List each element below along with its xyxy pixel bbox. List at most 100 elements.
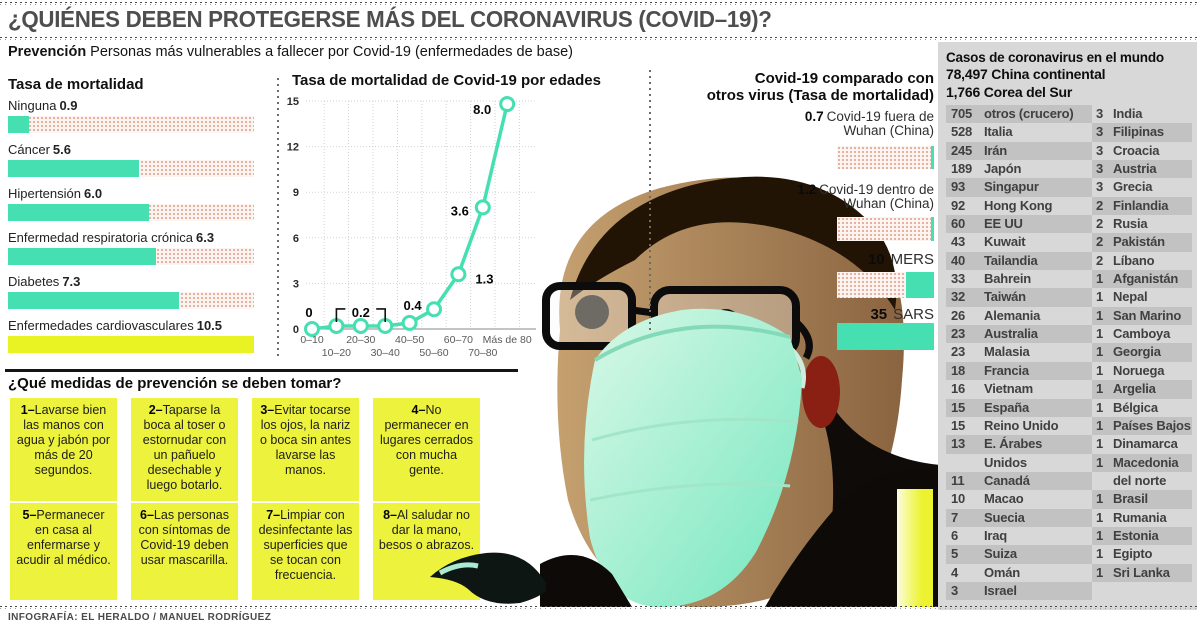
svg-text:9: 9 [293, 187, 299, 199]
case-count: 33 [951, 271, 966, 287]
country-row: 3 India [1092, 105, 1192, 123]
case-count: 528 [951, 124, 973, 140]
mortality-row: Hipertensión 6.0 [8, 187, 254, 221]
svg-text:40–50: 40–50 [395, 334, 424, 346]
footer-dotted-rule [0, 606, 1200, 609]
virus-bar-fill [906, 272, 934, 298]
country-row: 1 Argelia [1092, 380, 1192, 399]
country-row: 1 Egipto [1092, 545, 1192, 563]
case-count: 4 [951, 564, 959, 580]
country-name: Austria [1113, 161, 1157, 177]
case-count: 1 [1096, 326, 1104, 342]
country-name: Filipinas [1113, 124, 1164, 140]
mortality-bar-track [8, 116, 254, 133]
prevention-text: No permanecer en lugares cerrados con mu… [379, 403, 474, 477]
country-row: 1 Bélgica [1092, 399, 1192, 417]
country-name: Taiwán [984, 289, 1026, 305]
prevention-number: 3– [260, 403, 275, 417]
subtitle: Prevención Personas más vulnerables a fal… [8, 44, 573, 60]
prevention-number: 4– [411, 403, 426, 417]
prevention-box: 6–Las personas con síntomas de Covid-19 … [131, 503, 238, 600]
mortality-row: Enfermedades cardiovasculares 10.5 [8, 319, 254, 353]
country-row: 16 Vietnam [946, 380, 1092, 398]
country-name: Líbano [1113, 252, 1155, 268]
country-name: Croacia [1113, 142, 1160, 158]
country-name: Vietnam [984, 381, 1033, 397]
hand-photo [430, 552, 546, 604]
world-cases-china: 78,497 China continental [946, 66, 1106, 82]
virus-bar-fill [930, 217, 934, 241]
country-name: España [984, 399, 1030, 415]
country-row: 93 Singapur [946, 178, 1092, 197]
country-row: 2 Líbano [1092, 252, 1192, 270]
virus-name: SARS [893, 306, 934, 323]
country-row: 1 San Marino [1092, 306, 1192, 326]
case-count: 11 [951, 472, 965, 488]
country-name: Suecia [984, 509, 1025, 525]
svg-text:60–70: 60–70 [444, 334, 473, 346]
case-count: 6 [951, 527, 959, 543]
virus-value: 10 [867, 251, 885, 268]
country-row: 1 Rumania [1092, 509, 1192, 527]
country-row: 40 Tailandia [946, 251, 1092, 271]
country-row: 3 Filipinas [1092, 123, 1192, 142]
country-row: 23 Malasia [946, 343, 1092, 361]
svg-text:20–30: 20–30 [346, 334, 375, 346]
case-count [946, 454, 984, 472]
country-row: 15 Reino Unido [946, 417, 1092, 435]
country-name: Alemania [984, 307, 1041, 323]
country-row: 10 Macao [946, 490, 1092, 508]
country-row: 1 Macedonia [1092, 453, 1192, 472]
country-name: Rusia [1113, 216, 1148, 232]
country-name: Georgia [1113, 344, 1161, 360]
mortality-row: Ninguna 0.9 [8, 99, 254, 133]
case-count: 1 [1096, 564, 1104, 580]
country-name: Reino Unido [984, 417, 1059, 433]
country-name: Camboya [1113, 326, 1171, 342]
prevention-rule [5, 369, 518, 372]
mortality-bar-fill [8, 292, 180, 309]
case-count: 2 [1096, 216, 1104, 232]
world-cases-panel: Casos de coronavirus en el mundo 78,497 … [938, 42, 1197, 610]
case-count: 1 [1096, 527, 1104, 543]
prevention-box: 4–No permanecer en lugares cerrados con … [373, 398, 480, 501]
prevention-text: Evitar tocarse los ojos, la nariz o boca… [259, 403, 352, 477]
page-title: ¿QUIÉNES DEBEN PROTEGERSE MÁS DEL CORONA… [8, 6, 772, 32]
country-name: Suiza [984, 546, 1017, 562]
country-name: Argelia [1113, 381, 1156, 397]
subtitle-lead: Prevención [8, 44, 87, 60]
case-count: 23 [951, 326, 966, 342]
case-count: 2 [1096, 234, 1104, 250]
country-row: 1 Georgia [1092, 343, 1192, 362]
case-count: 1 [1096, 344, 1104, 360]
country-name: Singapur [984, 179, 1039, 195]
case-count: 10 [951, 491, 966, 507]
mortality-category: Cáncer [8, 142, 50, 157]
svg-text:6: 6 [293, 233, 299, 245]
prevention-box: 5–Permanecer en casa al enfermarse y acu… [10, 503, 117, 600]
country-name: Canadá [984, 472, 1030, 488]
case-count: 1 [1096, 417, 1104, 433]
title-dotted-rule [0, 37, 1200, 40]
comparison-title: Covid-19 comparado con otros virus (Tasa… [706, 70, 934, 104]
mortality-chart-title: Tasa de mortalidad [8, 76, 144, 93]
svg-text:30–40: 30–40 [371, 347, 400, 359]
age-mortality-chart: Tasa de mortalidad de Covid-19 por edade… [272, 72, 601, 361]
country-name: Macao [984, 491, 1024, 507]
mortality-chart: Tasa de mortalidad Ninguna 0.9 Cáncer 5.6 … [8, 76, 254, 363]
svg-text:10–20: 10–20 [322, 347, 351, 359]
mortality-bar-track [8, 336, 254, 353]
cases-column-left: 705 otros (crucero) 528 Italia 245 Irán 189… [946, 105, 1092, 601]
credit-line: INFOGRAFÍA: EL HERALDO / MANUEL RODRÍGUE… [8, 612, 272, 623]
country-name: Omán [984, 564, 1021, 580]
svg-text:15: 15 [287, 96, 299, 108]
country-name: Francia [984, 362, 1029, 378]
case-count: 3 [1096, 106, 1104, 121]
world-cases-title: Casos de coronavirus en el mundo [946, 50, 1164, 65]
country-name: Unidos [984, 454, 1027, 470]
country-row: 4 Omán [946, 564, 1092, 582]
prevention-box: 7–Limpiar con desinfectante las superfic… [252, 503, 359, 600]
virus-bar-fill [837, 323, 934, 350]
country-name: EE UU [984, 216, 1023, 232]
country-name: Grecia [1113, 179, 1153, 195]
